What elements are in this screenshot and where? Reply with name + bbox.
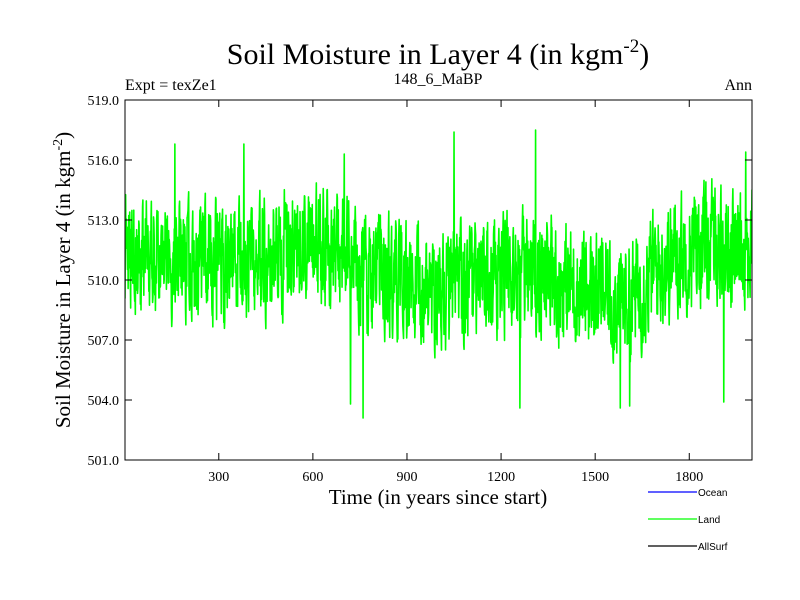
x-tick-label: 900 (396, 470, 417, 485)
subtitle-season: Ann (724, 77, 752, 94)
subtitle-experiment: Expt = texZe1 (125, 77, 217, 94)
chart-title-main: Soil Moisture in Layer 4 (in kgm (227, 38, 624, 71)
y-tick-label: 516.0 (88, 154, 120, 169)
y-axis-ticks: 501.0 504.0 507.0 510.0 513.0 516.0 519.0 (88, 94, 752, 469)
subtitle-period: 148_6_MaBP (394, 71, 483, 88)
legend-label-allsurf: AllSurf (698, 542, 728, 553)
y-tick-label: 504.0 (88, 394, 120, 409)
y-tick-label: 510.0 (88, 274, 120, 289)
legend: Ocean Land AllSurf (648, 488, 728, 553)
x-tick-label: 600 (302, 470, 323, 485)
y-axis-label-close: ) (51, 132, 75, 139)
y-axis-label-sup: -2 (51, 139, 66, 151)
legend-label-land: Land (698, 515, 720, 526)
legend-label-ocean: Ocean (698, 488, 727, 499)
x-tick-label: 1500 (581, 470, 609, 485)
y-axis-label: Soil Moisture in Layer 4 (in kgm-2) (51, 132, 75, 428)
chart-title-close: ) (639, 38, 649, 71)
y-axis-label-main: Soil Moisture in Layer 4 (in kgm (51, 151, 75, 429)
x-axis-label: Time (in years since start) (329, 485, 548, 509)
x-axis-ticks: 300 600 900 1200 1500 1800 (208, 100, 703, 485)
y-tick-label: 519.0 (88, 94, 120, 109)
series-line-land (125, 129, 752, 419)
y-tick-label: 507.0 (88, 334, 120, 349)
x-tick-label: 1800 (675, 470, 703, 485)
chart-title: Soil Moisture in Layer 4 (in kgm-2) (227, 36, 649, 71)
x-tick-label: 1200 (487, 470, 515, 485)
chart-title-sup: -2 (623, 36, 639, 57)
y-tick-label: 501.0 (88, 454, 120, 469)
x-tick-label: 300 (208, 470, 229, 485)
y-tick-label: 513.0 (88, 214, 120, 229)
